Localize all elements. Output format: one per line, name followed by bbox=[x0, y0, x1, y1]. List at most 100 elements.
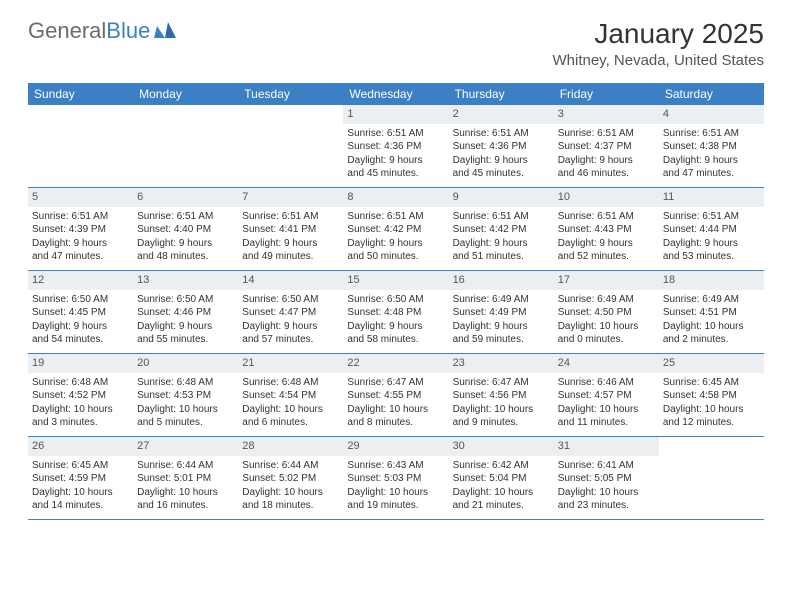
day-sunrise: Sunrise: 6:51 AM bbox=[556, 210, 657, 224]
day-sunset: Sunset: 4:58 PM bbox=[661, 389, 762, 403]
day-daylight2: and 46 minutes. bbox=[556, 167, 657, 181]
day-daylight1: Daylight: 9 hours bbox=[556, 237, 657, 251]
day-sunset: Sunset: 4:49 PM bbox=[451, 306, 552, 320]
day-daylight2: and 51 minutes. bbox=[451, 250, 552, 264]
day-number: 7 bbox=[238, 188, 343, 207]
location: Whitney, Nevada, United States bbox=[553, 52, 765, 69]
weekday-header: Saturday bbox=[659, 83, 764, 105]
day-sunrise: Sunrise: 6:51 AM bbox=[345, 127, 446, 141]
day-sunset: Sunset: 4:57 PM bbox=[556, 389, 657, 403]
day-daylight1: Daylight: 10 hours bbox=[661, 403, 762, 417]
day-daylight2: and 21 minutes. bbox=[451, 499, 552, 513]
day-daylight1: Daylight: 10 hours bbox=[451, 486, 552, 500]
day-number: 26 bbox=[28, 437, 133, 456]
week-row: 1Sunrise: 6:51 AMSunset: 4:36 PMDaylight… bbox=[28, 105, 764, 188]
day-sunrise: Sunrise: 6:51 AM bbox=[135, 210, 236, 224]
day-sunset: Sunset: 4:52 PM bbox=[30, 389, 131, 403]
day-daylight2: and 12 minutes. bbox=[661, 416, 762, 430]
weekday-header: Thursday bbox=[449, 83, 554, 105]
day-sunset: Sunset: 4:36 PM bbox=[345, 140, 446, 154]
day-number: 30 bbox=[449, 437, 554, 456]
day-cell: 18Sunrise: 6:49 AMSunset: 4:51 PMDayligh… bbox=[659, 271, 764, 353]
day-sunset: Sunset: 4:55 PM bbox=[345, 389, 446, 403]
day-sunset: Sunset: 4:44 PM bbox=[661, 223, 762, 237]
day-number: 27 bbox=[133, 437, 238, 456]
day-sunrise: Sunrise: 6:47 AM bbox=[451, 376, 552, 390]
day-daylight2: and 45 minutes. bbox=[451, 167, 552, 181]
day-number: 22 bbox=[343, 354, 448, 373]
logo: GeneralBlue bbox=[28, 18, 176, 44]
weekday-row: SundayMondayTuesdayWednesdayThursdayFrid… bbox=[28, 83, 764, 105]
day-sunset: Sunset: 5:05 PM bbox=[556, 472, 657, 486]
day-daylight1: Daylight: 9 hours bbox=[240, 237, 341, 251]
day-sunset: Sunset: 4:40 PM bbox=[135, 223, 236, 237]
day-sunset: Sunset: 4:47 PM bbox=[240, 306, 341, 320]
day-sunrise: Sunrise: 6:51 AM bbox=[451, 210, 552, 224]
day-number: 28 bbox=[238, 437, 343, 456]
day-daylight2: and 47 minutes. bbox=[30, 250, 131, 264]
weeks-container: 1Sunrise: 6:51 AMSunset: 4:36 PMDaylight… bbox=[28, 105, 764, 520]
day-daylight1: Daylight: 9 hours bbox=[30, 320, 131, 334]
day-daylight1: Daylight: 9 hours bbox=[30, 237, 131, 251]
day-sunrise: Sunrise: 6:48 AM bbox=[240, 376, 341, 390]
logo-text-general: General bbox=[28, 18, 106, 44]
day-sunrise: Sunrise: 6:51 AM bbox=[556, 127, 657, 141]
day-daylight1: Daylight: 9 hours bbox=[661, 237, 762, 251]
week-row: 19Sunrise: 6:48 AMSunset: 4:52 PMDayligh… bbox=[28, 354, 764, 437]
day-sunset: Sunset: 4:56 PM bbox=[451, 389, 552, 403]
title-block: January 2025 Whitney, Nevada, United Sta… bbox=[553, 18, 765, 69]
day-cell: 10Sunrise: 6:51 AMSunset: 4:43 PMDayligh… bbox=[554, 188, 659, 270]
day-daylight1: Daylight: 9 hours bbox=[451, 320, 552, 334]
day-cell: 24Sunrise: 6:46 AMSunset: 4:57 PMDayligh… bbox=[554, 354, 659, 436]
day-sunset: Sunset: 4:59 PM bbox=[30, 472, 131, 486]
day-sunset: Sunset: 4:46 PM bbox=[135, 306, 236, 320]
day-daylight1: Daylight: 9 hours bbox=[451, 237, 552, 251]
logo-icon bbox=[154, 18, 176, 44]
day-daylight1: Daylight: 9 hours bbox=[345, 237, 446, 251]
day-cell: 19Sunrise: 6:48 AMSunset: 4:52 PMDayligh… bbox=[28, 354, 133, 436]
day-sunrise: Sunrise: 6:51 AM bbox=[661, 210, 762, 224]
day-cell: 14Sunrise: 6:50 AMSunset: 4:47 PMDayligh… bbox=[238, 271, 343, 353]
day-daylight2: and 19 minutes. bbox=[345, 499, 446, 513]
day-sunset: Sunset: 4:37 PM bbox=[556, 140, 657, 154]
weekday-header: Monday bbox=[133, 83, 238, 105]
day-daylight1: Daylight: 10 hours bbox=[345, 403, 446, 417]
day-cell: 29Sunrise: 6:43 AMSunset: 5:03 PMDayligh… bbox=[343, 437, 448, 519]
day-number: 3 bbox=[554, 105, 659, 124]
day-number: 15 bbox=[343, 271, 448, 290]
day-cell: 30Sunrise: 6:42 AMSunset: 5:04 PMDayligh… bbox=[449, 437, 554, 519]
day-cell: 16Sunrise: 6:49 AMSunset: 4:49 PMDayligh… bbox=[449, 271, 554, 353]
day-sunrise: Sunrise: 6:45 AM bbox=[661, 376, 762, 390]
day-cell: 26Sunrise: 6:45 AMSunset: 4:59 PMDayligh… bbox=[28, 437, 133, 519]
day-daylight2: and 0 minutes. bbox=[556, 333, 657, 347]
day-number: 6 bbox=[133, 188, 238, 207]
day-cell: 23Sunrise: 6:47 AMSunset: 4:56 PMDayligh… bbox=[449, 354, 554, 436]
month-title: January 2025 bbox=[553, 18, 765, 50]
week-row: 5Sunrise: 6:51 AMSunset: 4:39 PMDaylight… bbox=[28, 188, 764, 271]
day-daylight2: and 2 minutes. bbox=[661, 333, 762, 347]
day-sunrise: Sunrise: 6:43 AM bbox=[345, 459, 446, 473]
day-sunrise: Sunrise: 6:50 AM bbox=[135, 293, 236, 307]
day-number: 13 bbox=[133, 271, 238, 290]
day-daylight1: Daylight: 10 hours bbox=[556, 486, 657, 500]
calendar: SundayMondayTuesdayWednesdayThursdayFrid… bbox=[28, 83, 764, 520]
day-daylight1: Daylight: 10 hours bbox=[240, 486, 341, 500]
day-sunset: Sunset: 4:45 PM bbox=[30, 306, 131, 320]
day-sunrise: Sunrise: 6:49 AM bbox=[661, 293, 762, 307]
day-sunrise: Sunrise: 6:47 AM bbox=[345, 376, 446, 390]
day-daylight2: and 47 minutes. bbox=[661, 167, 762, 181]
day-cell: 9Sunrise: 6:51 AMSunset: 4:42 PMDaylight… bbox=[449, 188, 554, 270]
day-sunset: Sunset: 4:50 PM bbox=[556, 306, 657, 320]
day-sunrise: Sunrise: 6:51 AM bbox=[345, 210, 446, 224]
day-sunset: Sunset: 5:04 PM bbox=[451, 472, 552, 486]
day-cell bbox=[659, 437, 764, 519]
day-daylight2: and 48 minutes. bbox=[135, 250, 236, 264]
day-daylight1: Daylight: 10 hours bbox=[556, 403, 657, 417]
day-cell: 2Sunrise: 6:51 AMSunset: 4:36 PMDaylight… bbox=[449, 105, 554, 187]
day-daylight2: and 14 minutes. bbox=[30, 499, 131, 513]
day-number: 1 bbox=[343, 105, 448, 124]
day-sunset: Sunset: 5:03 PM bbox=[345, 472, 446, 486]
day-sunrise: Sunrise: 6:50 AM bbox=[30, 293, 131, 307]
day-daylight2: and 52 minutes. bbox=[556, 250, 657, 264]
day-daylight1: Daylight: 10 hours bbox=[135, 486, 236, 500]
